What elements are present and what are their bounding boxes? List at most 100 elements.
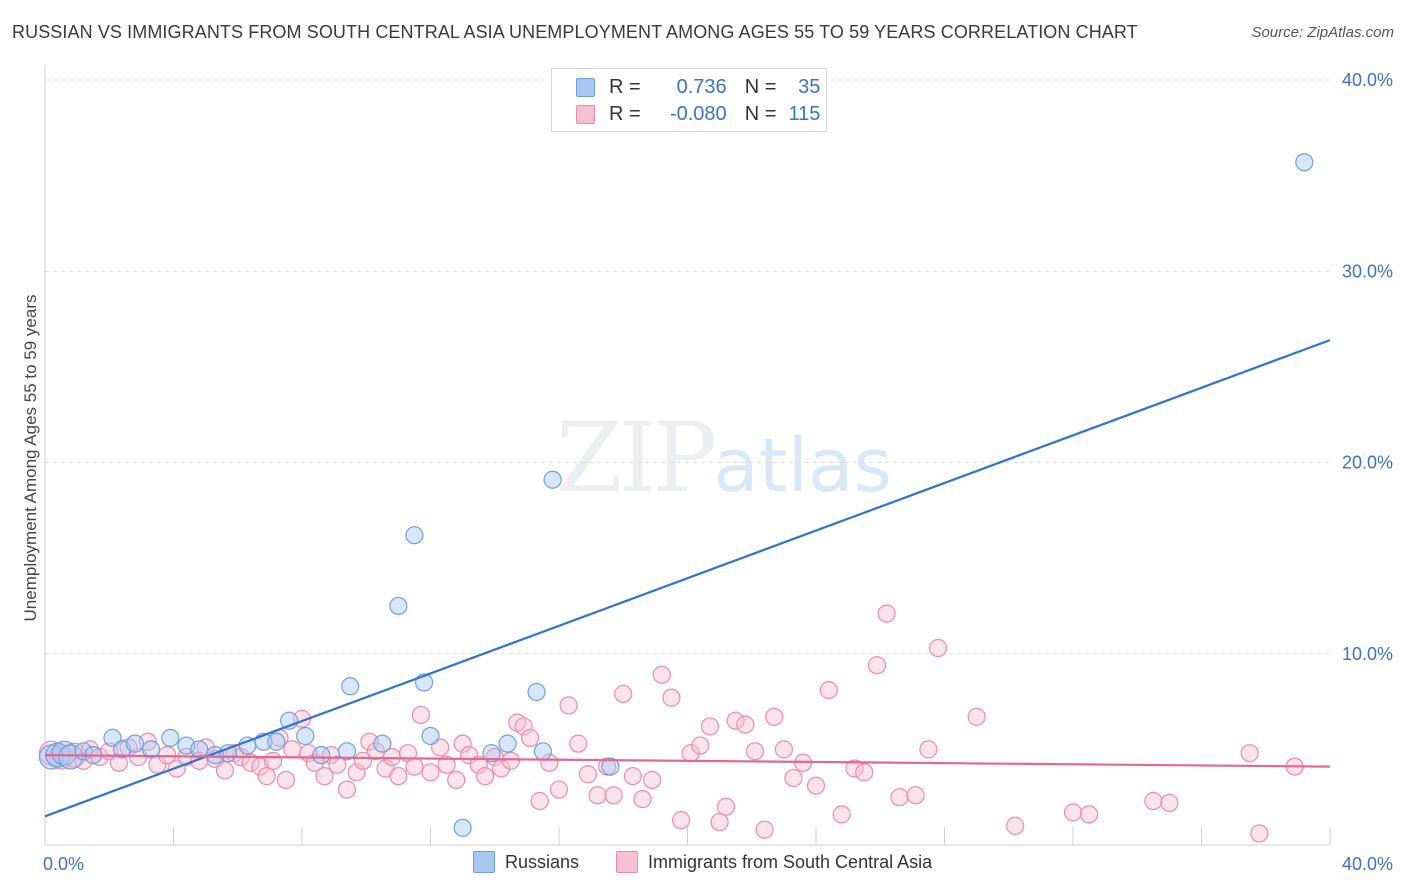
immigrants-point bbox=[1006, 816, 1025, 835]
immigrants-point bbox=[867, 656, 887, 675]
immigrants-point bbox=[919, 740, 938, 759]
russians-point bbox=[453, 818, 472, 837]
immigrants-point bbox=[765, 707, 784, 726]
immigrants-point bbox=[671, 811, 691, 830]
immigrants-point bbox=[906, 786, 925, 805]
russians-point bbox=[267, 732, 286, 751]
immigrants-point bbox=[469, 755, 488, 774]
watermark-atlas: atlas bbox=[713, 423, 893, 509]
immigrants-point bbox=[623, 767, 642, 786]
russians-point bbox=[125, 734, 145, 753]
immigrants-point bbox=[967, 707, 986, 726]
immigrants-point bbox=[520, 728, 540, 748]
russians-point bbox=[482, 744, 501, 763]
immigrants-point bbox=[283, 740, 302, 759]
immigrants-point bbox=[1144, 791, 1163, 811]
russians-point bbox=[190, 740, 209, 759]
immigrants-n-value: 115 bbox=[788, 102, 821, 125]
immigrants-point bbox=[1160, 793, 1179, 813]
immigrants-point bbox=[263, 751, 283, 770]
russians-swatch bbox=[576, 77, 595, 97]
immigrants-point bbox=[569, 734, 588, 753]
immigrants-point bbox=[411, 705, 430, 725]
russians-point bbox=[533, 742, 553, 761]
russians-point bbox=[527, 682, 546, 702]
source-label: Source: ZipAtlas.com bbox=[1251, 24, 1394, 41]
immigrants-point bbox=[691, 736, 710, 755]
immigrants-point bbox=[530, 791, 549, 811]
watermark: ZIPatlas bbox=[556, 402, 892, 514]
immigrants-trend-line bbox=[44, 754, 1331, 768]
russians-n-label: N = bbox=[744, 75, 777, 98]
russians-point bbox=[337, 742, 357, 761]
immigrants-point bbox=[328, 755, 347, 774]
immigrants-point bbox=[890, 788, 909, 807]
immigrants-n-label: N = bbox=[744, 102, 777, 125]
immigrants-point bbox=[716, 797, 736, 816]
y-tick-label-0: 10.0% bbox=[1342, 644, 1393, 664]
immigrants-point bbox=[726, 711, 745, 730]
y-axis-label: Unemployment Among Ages 55 to 59 years bbox=[21, 295, 40, 622]
immigrants-point bbox=[453, 734, 472, 753]
immigrants-point bbox=[501, 751, 520, 770]
immigrants-point bbox=[832, 805, 851, 824]
x-tick-label-0: 0.0% bbox=[43, 854, 84, 874]
bottom-legend-immigrants: Immigrants from South Central Asia bbox=[616, 851, 932, 873]
immigrants-point bbox=[784, 768, 803, 788]
immigrants-point bbox=[215, 761, 234, 780]
y-tick-label-2: 30.0% bbox=[1342, 261, 1393, 281]
immigrants-point bbox=[80, 740, 100, 759]
russians-point bbox=[1295, 153, 1314, 172]
russians-point bbox=[161, 728, 180, 748]
legend-row-immigrants: R = -0.080 N = 115 bbox=[576, 102, 820, 126]
immigrants-point bbox=[643, 770, 662, 790]
russians-legend-swatch bbox=[473, 851, 495, 873]
russians-point bbox=[296, 726, 315, 746]
legend-row-russians: R = 0.736 N = 35 bbox=[576, 75, 820, 99]
russians-point bbox=[601, 757, 620, 776]
immigrants-point bbox=[514, 717, 533, 736]
russians-trend-line bbox=[44, 339, 1331, 818]
immigrants-point bbox=[1240, 744, 1259, 763]
immigrants-r-label: R = bbox=[609, 102, 641, 125]
russians-point bbox=[405, 526, 424, 545]
immigrants-point bbox=[578, 765, 598, 784]
immigrants-point bbox=[353, 751, 373, 770]
immigrants-legend-label: Immigrants from South Central Asia bbox=[648, 851, 933, 872]
russians-point bbox=[312, 746, 331, 765]
immigrants-point bbox=[710, 812, 729, 832]
immigrants-point bbox=[755, 820, 774, 839]
russians-n-value: 35 bbox=[798, 75, 821, 98]
grid bbox=[45, 79, 1330, 655]
immigrants-point bbox=[347, 763, 366, 782]
immigrants-legend-swatch bbox=[616, 851, 638, 873]
x-tick-label-1: 40.0% bbox=[1342, 854, 1393, 874]
immigrants-point bbox=[90, 747, 109, 767]
immigrants-point bbox=[559, 696, 578, 715]
trend-lines bbox=[44, 339, 1331, 818]
immigrants-points bbox=[38, 604, 1304, 843]
russians-point bbox=[498, 734, 517, 753]
immigrants-point bbox=[549, 780, 569, 799]
immigrants-swatch bbox=[576, 104, 595, 124]
immigrants-point bbox=[389, 767, 408, 786]
russians-points bbox=[38, 153, 1314, 837]
immigrants-point bbox=[437, 755, 456, 774]
russians-point bbox=[341, 677, 360, 696]
immigrants-point bbox=[1063, 803, 1083, 822]
immigrants-r-value: -0.080 bbox=[669, 102, 727, 125]
immigrants-point bbox=[257, 767, 276, 786]
y-tick-label-3: 40.0% bbox=[1342, 70, 1393, 90]
immigrants-point bbox=[421, 763, 440, 782]
immigrants-point bbox=[855, 763, 874, 782]
immigrants-point bbox=[315, 767, 334, 786]
russians-point bbox=[373, 734, 392, 753]
immigrants-point bbox=[476, 767, 495, 786]
immigrants-point bbox=[241, 753, 260, 772]
immigrants-point bbox=[774, 740, 793, 759]
watermark-zip: ZIP bbox=[556, 402, 717, 514]
immigrants-point bbox=[1250, 824, 1269, 843]
russians-point bbox=[141, 740, 161, 759]
immigrants-point bbox=[736, 715, 755, 734]
